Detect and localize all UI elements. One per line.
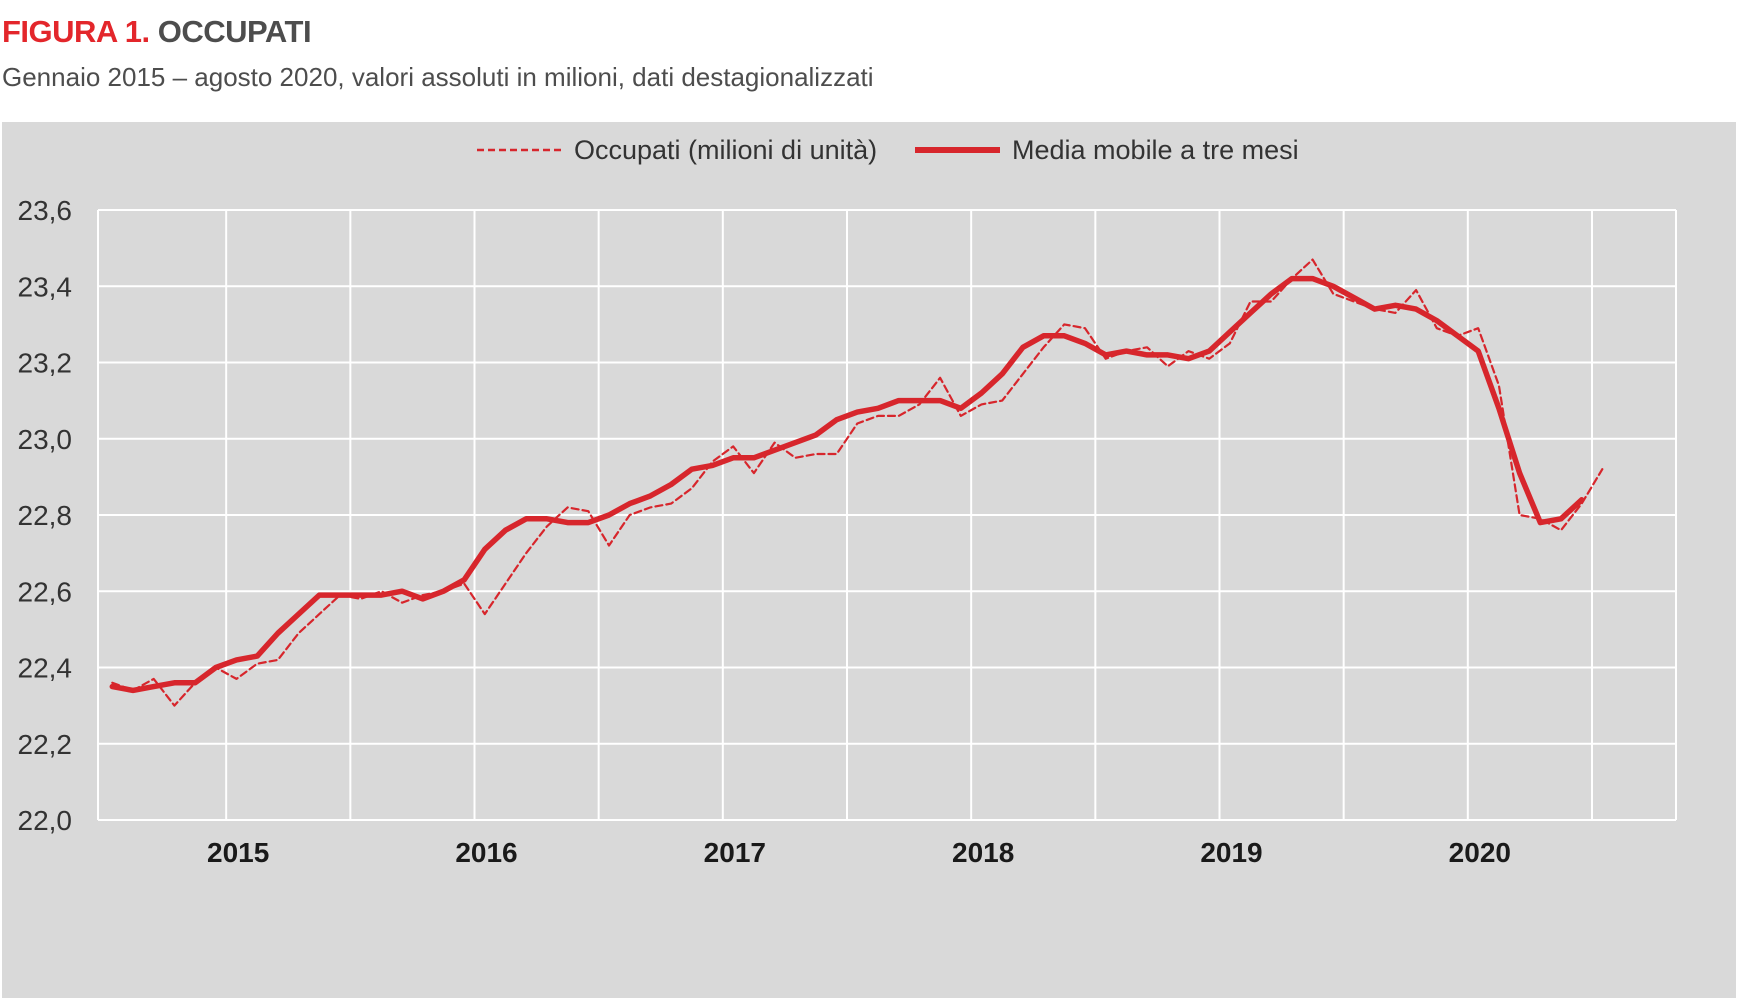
line-chart: 22,0 22,2 22,4 22,6 22,8 23,0 23,2 23,4 23,6 201… <box>18 135 1677 868</box>
series-line-media-mobile <box>109 275 1585 694</box>
y-axis-ticks: 22,0 22,2 22,4 22,6 22,8 23,0 23,2 23,4 23,6 <box>18 195 73 836</box>
y-tick-label: 23,4 <box>18 271 73 302</box>
figure-name: OCCUPATI <box>157 14 312 49</box>
figure-label: FIGURA 1. <box>2 14 150 49</box>
y-tick-label: 22,8 <box>18 500 73 531</box>
grid-horizontal <box>98 209 1676 821</box>
y-tick-label: 23,6 <box>18 195 73 226</box>
x-tick-label: 2016 <box>455 837 517 868</box>
x-tick-label: 2019 <box>1200 837 1262 868</box>
y-tick-label: 22,4 <box>18 653 73 684</box>
x-axis-ticks: 2015 2016 2017 2018 2019 2020 <box>207 837 1511 868</box>
series-lines <box>109 258 1604 707</box>
chart-panel: 22,0 22,2 22,4 22,6 22,8 23,0 23,2 23,4 23,6 201… <box>2 122 1736 998</box>
legend-label-occupati: Occupati (milioni di unità) <box>574 135 877 165</box>
x-tick-label: 2020 <box>1449 837 1511 868</box>
y-tick-label: 22,2 <box>18 729 73 760</box>
y-tick-label: 23,2 <box>18 348 73 379</box>
y-tick-label: 23,0 <box>18 424 73 455</box>
figure-subtitle: Gennaio 2015 – agosto 2020, valori assol… <box>2 62 874 92</box>
series-line-occupati <box>111 258 1604 707</box>
legend: Occupati (milioni di unità) Media mobile… <box>477 135 1299 165</box>
grid-vertical <box>97 210 1677 820</box>
figure-title: FIGURA 1. OCCUPATI <box>2 14 312 50</box>
x-tick-label: 2018 <box>952 837 1014 868</box>
x-tick-label: 2017 <box>704 837 766 868</box>
y-tick-label: 22,6 <box>18 576 73 607</box>
legend-label-media-mobile: Media mobile a tre mesi <box>1012 135 1299 165</box>
y-tick-label: 22,0 <box>18 805 73 836</box>
x-tick-label: 2015 <box>207 837 269 868</box>
